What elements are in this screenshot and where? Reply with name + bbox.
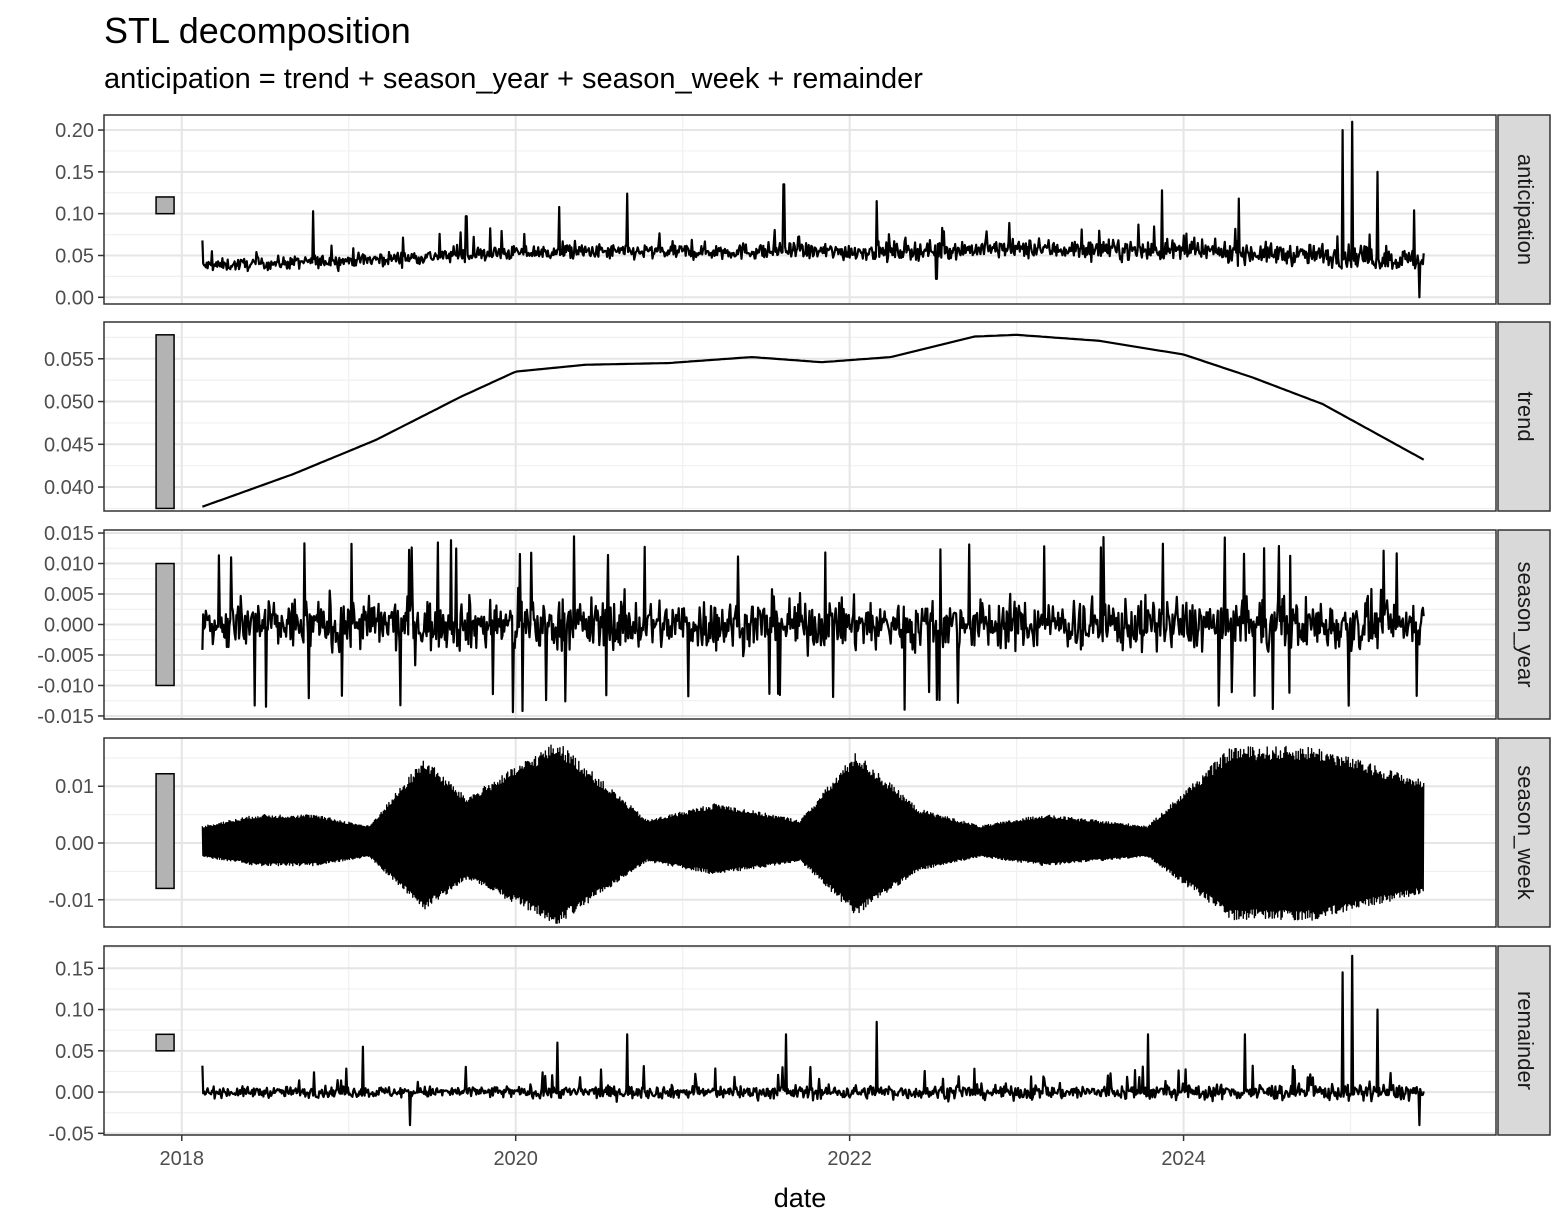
y-tick-label: 0.10 bbox=[55, 1000, 94, 1022]
scale-bar bbox=[155, 562, 175, 687]
y-tick-label: 0.050 bbox=[44, 392, 94, 414]
y-tick-label: -0.01 bbox=[48, 890, 94, 912]
x-tick-label: 2020 bbox=[493, 1148, 538, 1170]
panel-background bbox=[104, 115, 1496, 304]
panel-border bbox=[103, 114, 1497, 305]
facet-strip bbox=[1497, 114, 1551, 305]
facet-strip bbox=[1497, 945, 1551, 1136]
facet-strip-label: trend bbox=[1513, 391, 1538, 441]
facet-strip bbox=[1497, 737, 1551, 928]
y-tick-label: 0.15 bbox=[55, 162, 94, 184]
y-tick-label: -0.05 bbox=[48, 1123, 94, 1145]
y-tick-label: 0.000 bbox=[44, 615, 94, 637]
y-tick-label: 0.015 bbox=[44, 523, 94, 545]
panel-background bbox=[104, 322, 1496, 511]
scale-bar bbox=[155, 334, 175, 510]
x-tick-label: 2018 bbox=[160, 1148, 205, 1170]
y-tick-label: 0.055 bbox=[44, 349, 94, 371]
panel-trend: 0.040 0.045 0.050 0.055 trend bbox=[44, 321, 1551, 512]
series-line-anticipation bbox=[201, 120, 1425, 299]
scale-bar bbox=[155, 196, 175, 215]
series-line-season-year bbox=[201, 535, 1425, 714]
panel-border bbox=[103, 321, 1497, 512]
panel-border bbox=[103, 945, 1497, 1136]
y-tick-label: 0.040 bbox=[44, 477, 94, 499]
series-line-season-week bbox=[201, 744, 1425, 924]
y-tick-label: 0.05 bbox=[55, 1041, 94, 1063]
panel-border bbox=[103, 737, 1497, 928]
scale-bar bbox=[155, 1033, 175, 1052]
y-tick-label: 0.00 bbox=[55, 833, 94, 855]
y-tick-label: 0.005 bbox=[44, 584, 94, 606]
panel-season-week: -0.01 0.00 0.01 season_week bbox=[48, 737, 1551, 928]
x-tick-label: 2024 bbox=[1161, 1148, 1206, 1170]
y-tick-label: 0.00 bbox=[55, 1082, 94, 1104]
y-tick-label: 0.010 bbox=[44, 554, 94, 576]
y-tick-label: 0.01 bbox=[55, 776, 94, 798]
panel-background bbox=[104, 946, 1496, 1135]
y-tick-label: 0.00 bbox=[55, 287, 94, 309]
facet-strip-label: season_week bbox=[1513, 765, 1538, 901]
y-tick-label: 0.15 bbox=[55, 958, 94, 980]
y-tick-label: -0.005 bbox=[37, 645, 94, 667]
chart-title: STL decomposition bbox=[104, 10, 411, 51]
series-line-remainder bbox=[201, 954, 1425, 1127]
chart-subtitle: anticipation = trend + season_year + sea… bbox=[104, 63, 923, 95]
panel-anticipation: 0.00 0.05 0.10 0.15 0.20 anticipation bbox=[55, 114, 1551, 309]
panel-season-year: -0.015 -0.010 -0.005 0.000 0.005 0.010 0.015 se… bbox=[37, 523, 1551, 728]
facet-strip-label: remainder bbox=[1513, 991, 1538, 1090]
y-tick-label: 0.20 bbox=[55, 120, 94, 142]
scale-bar bbox=[155, 773, 175, 890]
facet-strip bbox=[1497, 529, 1551, 720]
y-tick-label: 0.045 bbox=[44, 434, 94, 456]
facet-strip-label: season_year bbox=[1513, 562, 1538, 688]
series-line-trend bbox=[202, 333, 1425, 508]
panel-remainder: -0.05 0.00 0.05 0.10 0.15 remainder bbox=[48, 945, 1551, 1145]
y-tick-label: 0.05 bbox=[55, 245, 94, 267]
y-tick-label: -0.015 bbox=[37, 706, 94, 728]
x-axis-title: date bbox=[774, 1183, 827, 1213]
facet-strip bbox=[1497, 321, 1551, 512]
y-tick-label: -0.010 bbox=[37, 675, 94, 697]
facet-strip-label: anticipation bbox=[1513, 154, 1538, 265]
x-tick-label: 2022 bbox=[827, 1148, 872, 1170]
y-tick-label: 0.10 bbox=[55, 204, 94, 226]
